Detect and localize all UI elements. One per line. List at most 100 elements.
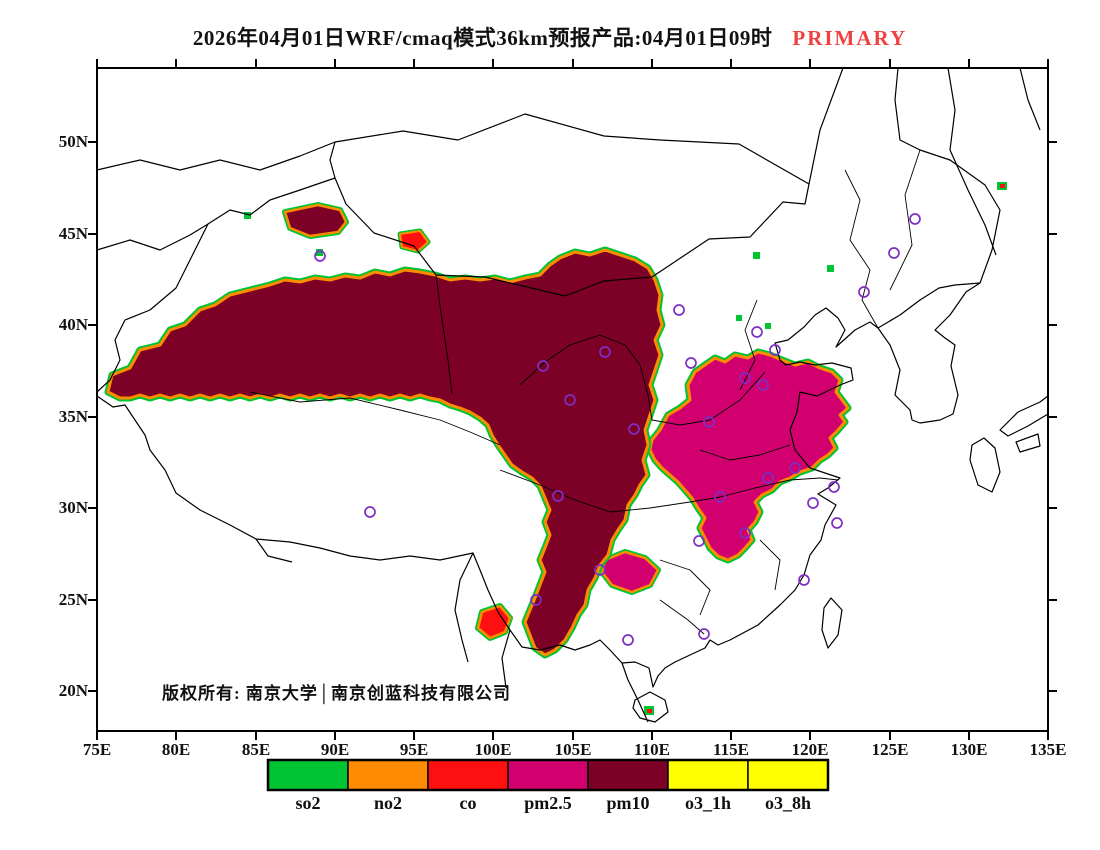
northeast-borders [844, 149, 921, 329]
lon-label-75e: 75E [82, 740, 112, 759]
station-marker [762, 472, 774, 484]
station-marker [685, 357, 697, 369]
lon-label-115e: 115E [713, 740, 749, 759]
station-marker [622, 634, 634, 646]
legend-label-no2: no2 [373, 793, 402, 813]
taiwan-coast [821, 597, 843, 649]
yellow-river [519, 334, 766, 426]
station-marker [831, 517, 843, 529]
indochina-lines [255, 538, 649, 723]
legend-label-pm25: pm2.5 [524, 793, 572, 813]
lat-label-25n: 25N [58, 590, 88, 609]
pm10-fill [106, 248, 664, 657]
lon-label-80e: 80E [161, 740, 191, 759]
legend-bar [266, 758, 830, 792]
station-marker [739, 372, 751, 384]
south-china-borders [659, 539, 781, 635]
station-marker [739, 527, 751, 539]
station-marker [564, 394, 576, 406]
china-outline [96, 67, 1001, 688]
lon-label-135e: 135E [1029, 740, 1067, 759]
title-tag: PRIMARY [792, 26, 908, 50]
co-single-cells [647, 184, 1005, 713]
lon-label-85e: 85E [241, 740, 271, 759]
legend-label-so2: so2 [295, 793, 321, 813]
station-marker [858, 286, 870, 298]
legend-label-o3-1h: o3_1h [684, 793, 731, 813]
so2-cell [736, 315, 742, 321]
station-marker [594, 564, 606, 576]
co-cell [1000, 184, 1005, 188]
title-row: 2026年04月01日WRF/cmaq模式36km预报产品:04月01日09时 … [0, 22, 1100, 52]
station-marker [599, 346, 611, 358]
station-marker [769, 344, 781, 356]
copyright-text: 版权所有: 南京大学│南京创蓝科技有限公司 [162, 684, 511, 703]
lat-label-35n: 35N [58, 407, 88, 426]
station-marker [807, 497, 819, 509]
border-xinjiang-east [435, 274, 453, 395]
axis-ticks [88, 59, 1057, 740]
korea-coast [877, 282, 981, 424]
pollution-regions [108, 205, 848, 655]
legend-label-o3-8h: o3_8h [764, 793, 811, 813]
station-marker [828, 481, 840, 493]
station-marker [714, 491, 726, 503]
lon-label-105e: 105E [554, 740, 592, 759]
station-marker [364, 506, 376, 518]
station-marker [673, 304, 685, 316]
central-asia-borders [96, 141, 336, 251]
pm10-region-junggar [285, 205, 346, 236]
station-marker [537, 360, 549, 372]
legend-swatch-so2 [267, 759, 349, 791]
map-frame [88, 59, 1057, 740]
lat-label-30n: 30N [58, 498, 88, 517]
lon-label-90e: 90E [320, 740, 350, 759]
so2-cell [765, 323, 771, 329]
lon-label-100e: 100E [474, 740, 512, 759]
lon-label-95e: 95E [399, 740, 429, 759]
station-marker [798, 574, 810, 586]
hainan-coast [632, 691, 669, 723]
legend-label-co: co [459, 793, 477, 813]
station-marker [698, 628, 710, 640]
pm10-region-main [108, 250, 662, 655]
pm25-region-southwest [602, 552, 658, 592]
lat-label-45n: 45N [58, 224, 88, 243]
station-marker [628, 423, 640, 435]
legend-swatch-no2 [347, 759, 429, 791]
station-marker [530, 594, 542, 606]
station-marker [751, 326, 763, 338]
japan-coast [969, 395, 1049, 493]
station-marker [703, 416, 715, 428]
station-marker [314, 250, 326, 262]
station-marker [693, 535, 705, 547]
station-marker [888, 247, 900, 259]
so2-cell [244, 212, 251, 219]
co-region-northwest-cell [400, 231, 428, 251]
legend-swatch-pm25 [507, 759, 589, 791]
legend-swatch-o3-8h [747, 759, 829, 791]
lon-label-120e: 120E [791, 740, 829, 759]
legend-swatch-co [427, 759, 509, 791]
lat-label-50n: 50N [58, 132, 88, 151]
legend-outer-border [266, 758, 830, 792]
legend-swatch-o3-1h [667, 759, 749, 791]
lon-label-110e: 110E [634, 740, 670, 759]
lon-label-130e: 130E [950, 740, 988, 759]
russia-pacific-coast [947, 67, 1041, 256]
co-cell-hainan [647, 709, 652, 713]
legend-swatch-pm10 [587, 759, 669, 791]
so2-cell [753, 252, 760, 259]
legend-label-pm10: pm10 [606, 793, 650, 813]
station-marker [757, 379, 769, 391]
lon-label-125e: 125E [871, 740, 909, 759]
lat-label-40n: 40N [58, 315, 88, 334]
station-markers [314, 213, 921, 646]
station-marker [552, 490, 564, 502]
lat-label-20n: 20N [58, 681, 88, 700]
so2-cell [827, 265, 834, 272]
page-title: 2026年04月01日WRF/cmaq模式36km预报产品:04月01日09时 [192, 26, 773, 50]
north-china-borders [699, 299, 791, 461]
